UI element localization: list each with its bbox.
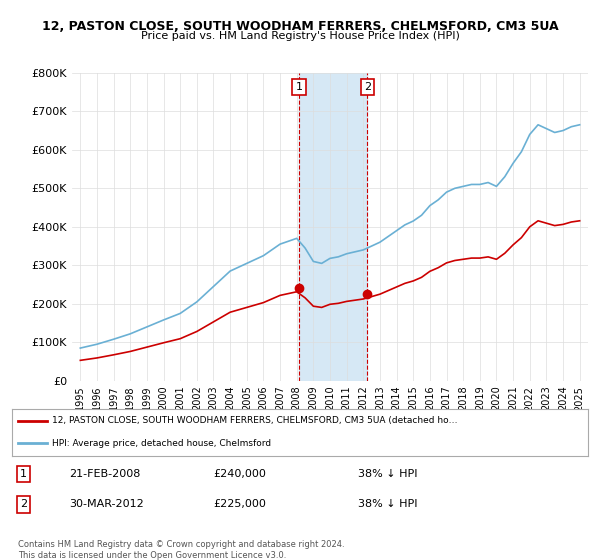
Text: HPI: Average price, detached house, Chelmsford: HPI: Average price, detached house, Chel… [52, 438, 271, 447]
Text: 2: 2 [364, 82, 371, 92]
Bar [299, 73, 367, 381]
Text: Contains HM Land Registry data © Crown copyright and database right 2024.
This d: Contains HM Land Registry data © Crown c… [18, 540, 344, 560]
Text: 12, PASTON CLOSE, SOUTH WOODHAM FERRERS, CHELMSFORD, CM3 5UA (detached ho…: 12, PASTON CLOSE, SOUTH WOODHAM FERRERS,… [52, 416, 458, 425]
Text: 38% ↓ HPI: 38% ↓ HPI [358, 469, 417, 479]
Text: 2: 2 [20, 499, 27, 509]
Text: 21-FEB-2008: 21-FEB-2008 [70, 469, 141, 479]
Text: 1: 1 [20, 469, 27, 479]
Text: 12, PASTON CLOSE, SOUTH WOODHAM FERRERS, CHELMSFORD, CM3 5UA: 12, PASTON CLOSE, SOUTH WOODHAM FERRERS,… [41, 20, 559, 32]
Text: Price paid vs. HM Land Registry's House Price Index (HPI): Price paid vs. HM Land Registry's House … [140, 31, 460, 41]
Text: 1: 1 [295, 82, 302, 92]
Text: 38% ↓ HPI: 38% ↓ HPI [358, 499, 417, 509]
Text: £225,000: £225,000 [214, 499, 266, 509]
Text: £240,000: £240,000 [214, 469, 266, 479]
Text: 30-MAR-2012: 30-MAR-2012 [70, 499, 145, 509]
